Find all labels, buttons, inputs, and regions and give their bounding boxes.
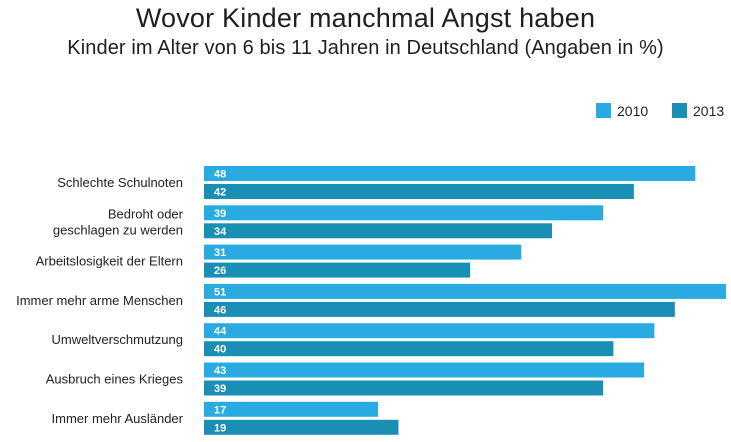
value-label-2013-3: 46 [214,304,226,316]
category-label-line: Immer mehr arme Menschen [16,293,183,308]
value-label-2010-5: 43 [214,365,226,377]
category-label-line: Schlechte Schulnoten [57,175,183,190]
value-label-2010-1: 39 [214,208,226,220]
bar-2013-0 [204,184,634,199]
category-label-line: Arbeitslosigkeit der Eltern [36,254,183,269]
value-label-2013-4: 40 [214,344,226,356]
chart-title: Wovor Kinder manchmal Angst haben [135,3,596,33]
bar-2010-1 [204,205,604,221]
bar-2013-2 [204,262,471,278]
value-label-2010-3: 51 [214,286,226,298]
value-label-2013-0: 42 [214,187,226,199]
category-label-3: Immer mehr arme Menschen [16,293,183,308]
category-label-line: geschlagen zu werden [53,222,183,237]
value-label-2010-6: 17 [214,404,226,416]
value-label-2013-6: 19 [214,422,226,434]
value-label-2010-2: 31 [214,247,226,259]
category-label-0: Schlechte Schulnoten [57,175,183,190]
category-label-6: Immer mehr Ausländer [52,411,184,426]
category-label-2: Arbeitslosigkeit der Eltern [36,254,183,269]
category-label-line: Bedroht oder [108,206,184,221]
bar-2013-3 [204,301,675,317]
value-label-2013-5: 39 [214,383,226,395]
legend-label-2010: 2010 [617,103,648,119]
bar-2010-5 [204,362,645,378]
legend-label-2013: 2013 [693,103,724,119]
bar-2010-4 [204,323,655,339]
legend-swatch-2013 [672,103,687,118]
chart-subtitle: Kinder im Alter von 6 bis 11 Jahren in D… [67,37,664,59]
category-label-line: Umweltverschmutzung [52,332,184,347]
value-label-2013-1: 34 [214,226,227,238]
bar-2013-6 [204,419,399,435]
bar-2013-5 [204,380,604,396]
bar-2013-1 [204,223,552,239]
category-label-line: Immer mehr Ausländer [52,411,184,426]
value-label-2013-2: 26 [214,265,226,277]
bar-2010-3 [204,283,726,299]
value-label-2010-4: 44 [214,326,227,338]
bar-2010-2 [204,244,522,260]
category-label-1: Bedroht oder geschlagen zu werden [53,206,184,237]
category-label-4: Umweltverschmutzung [52,332,184,347]
category-label-line: Ausbruch eines Krieges [46,372,184,387]
category-label-5: Ausbruch eines Krieges [46,372,184,387]
value-label-2010-0: 48 [214,169,226,181]
bar-2010-0 [204,166,696,181]
bar-2010-6 [204,401,378,417]
legend-swatch-2010 [596,103,611,118]
bar-2013-4 [204,341,614,357]
